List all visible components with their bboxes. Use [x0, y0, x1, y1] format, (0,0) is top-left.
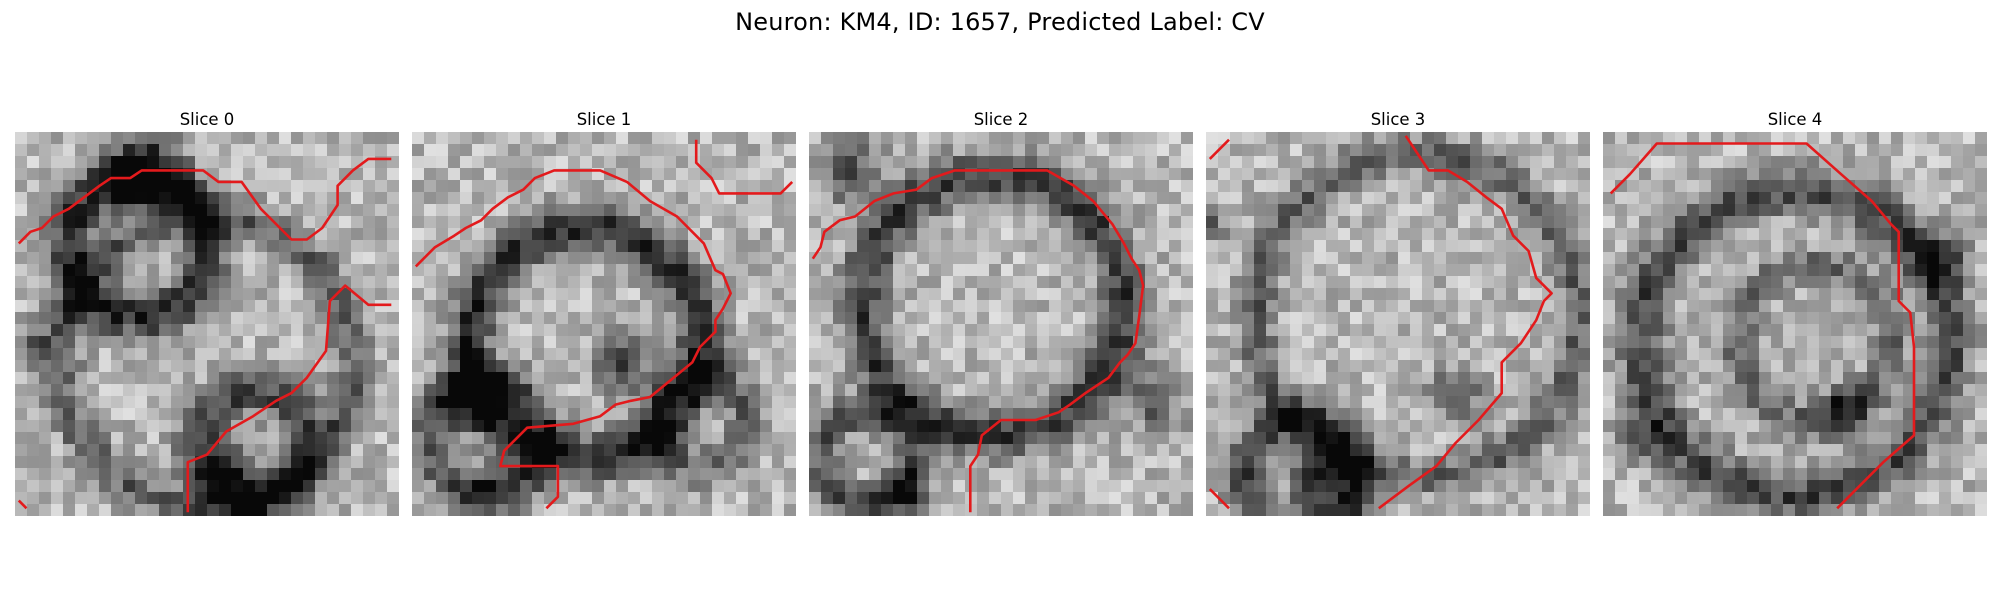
contour-line — [17, 499, 28, 510]
slice-title-3: Slice 3 — [1370, 110, 1426, 129]
contour-line — [1378, 135, 1553, 510]
slice-panel-3: Slice 3 — [1206, 108, 1590, 516]
slice-title-4: Slice 4 — [1767, 110, 1823, 129]
slice-image-0 — [15, 132, 399, 516]
slice-panel-0: Slice 0 — [15, 108, 399, 516]
slice-image-3 — [1206, 132, 1590, 516]
contour-line — [1208, 138, 1230, 160]
contour-line — [414, 169, 733, 510]
contour-line — [186, 284, 392, 513]
slice-panel-4: Slice 4 — [1603, 108, 1987, 516]
contour-line — [811, 169, 1145, 513]
contour-line — [1208, 488, 1230, 510]
slice-image-4 — [1603, 132, 1987, 516]
slice-panel-2: Slice 2 — [809, 108, 1193, 516]
contour-line — [694, 139, 794, 195]
slice-panel-1: Slice 1 — [412, 108, 796, 516]
slice-title-1: Slice 1 — [576, 110, 632, 129]
contour-line — [1609, 142, 1916, 510]
slice-title-0: Slice 0 — [179, 110, 235, 129]
slice-image-2 — [809, 132, 1193, 516]
figure-title: Neuron: KM4, ID: 1657, Predicted Label: … — [735, 8, 1265, 36]
slice-image-1 — [412, 132, 796, 516]
slice-title-2: Slice 2 — [973, 110, 1029, 129]
contour-line — [17, 157, 392, 245]
